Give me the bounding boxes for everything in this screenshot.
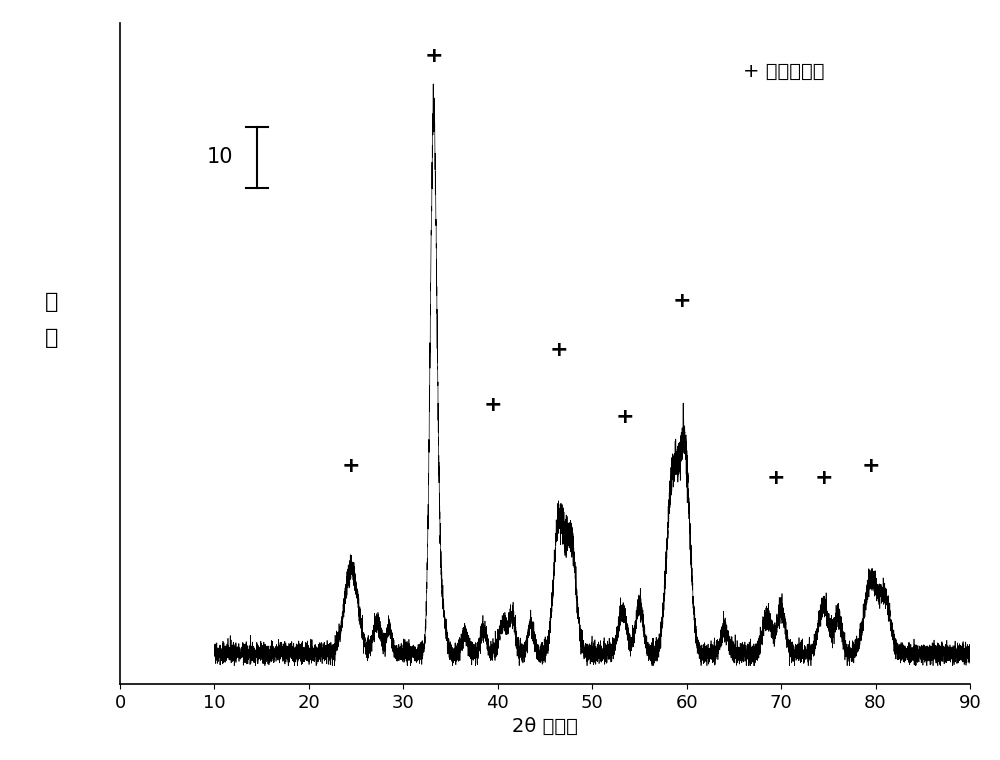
Text: +: + <box>424 46 443 65</box>
Text: +: + <box>484 394 502 415</box>
Text: 强
度: 强 度 <box>45 293 59 348</box>
Text: +: + <box>862 456 880 476</box>
Text: 10: 10 <box>207 147 233 167</box>
Text: +: + <box>814 468 833 488</box>
Text: +: + <box>342 456 361 476</box>
Text: +: + <box>616 407 635 427</box>
Text: +: + <box>550 340 568 359</box>
Text: + 钒钓矿结构: + 钒钓矿结构 <box>743 62 825 81</box>
Text: +: + <box>673 290 691 311</box>
Text: +: + <box>767 468 786 488</box>
X-axis label: 2θ （度）: 2θ （度） <box>512 717 578 736</box>
